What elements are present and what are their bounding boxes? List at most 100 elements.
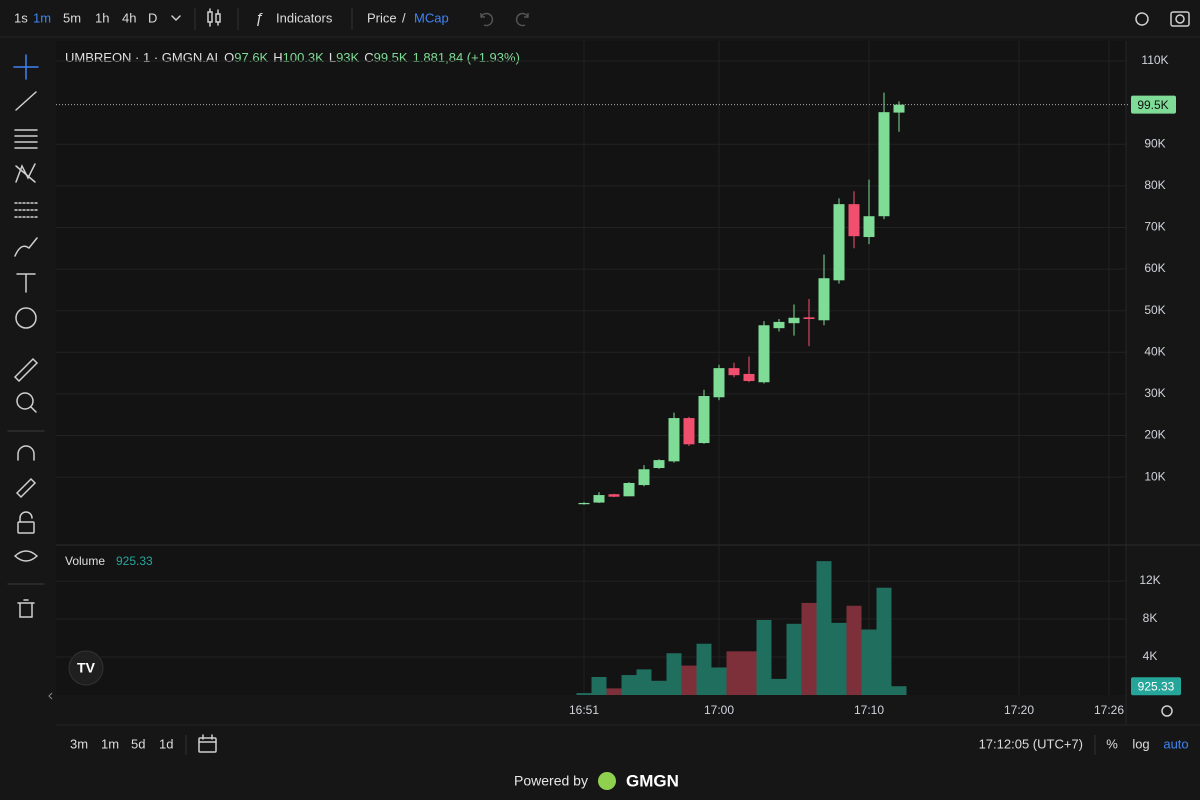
tv-logo <box>68 650 104 686</box>
mcap-toggle[interactable]: MCap <box>414 10 449 25</box>
delete-tool[interactable] <box>17 599 35 618</box>
volume-bar <box>801 602 817 695</box>
range-button[interactable]: 5d <box>131 736 145 751</box>
ohlc-value: 100.3K <box>283 50 325 65</box>
candle-body <box>713 368 725 398</box>
volume-bar <box>726 651 742 695</box>
y-tick-label: 70K <box>1144 220 1165 234</box>
candle-body <box>743 373 755 382</box>
indicators-button[interactable]: Indicators <box>276 10 333 25</box>
ohlc-legend: UMBREON · 1 · GMGN.AI O97.6K H100.3K L93K C9… <box>65 50 520 65</box>
volume-bar <box>831 622 847 695</box>
date-range-icon[interactable] <box>198 734 217 753</box>
candle-body <box>833 204 845 281</box>
interval[interactable]: 1h <box>95 10 109 25</box>
auto-toggle[interactable]: auto <box>1163 736 1188 751</box>
interval[interactable]: 5m <box>63 10 81 25</box>
powered-by: Powered by <box>514 773 588 789</box>
y-tick-label: 20K <box>1144 428 1165 442</box>
range-button[interactable]: 1m <box>101 736 119 751</box>
ruler-tool[interactable] <box>13 357 39 383</box>
interval[interactable]: 1s <box>14 10 28 25</box>
price-toggle[interactable]: Price <box>367 10 397 25</box>
volume-bar <box>666 653 682 695</box>
x-tick-label: 17:00 <box>704 703 734 717</box>
line-tool[interactable] <box>15 91 37 111</box>
camera-icon[interactable] <box>1170 11 1190 27</box>
percent-toggle[interactable]: % <box>1106 736 1118 751</box>
undo-icon[interactable] <box>480 12 494 27</box>
volume-bar <box>891 686 907 695</box>
y-tick-label: 110K <box>1141 53 1168 67</box>
candle-body <box>803 317 815 320</box>
fx-icon[interactable]: ƒ <box>255 10 263 27</box>
ohlc-key: L <box>329 50 336 65</box>
lock-draw-tool[interactable] <box>15 477 37 499</box>
symbol-title: UMBREON · 1 · GMGN.AI <box>65 50 218 65</box>
y-tick-label: 80K <box>1144 178 1165 192</box>
redo-icon[interactable] <box>515 12 529 27</box>
pattern-tool[interactable] <box>15 163 36 183</box>
last-price-box <box>1131 95 1176 114</box>
volume-bar <box>696 643 712 695</box>
volume-bar <box>636 669 652 695</box>
ohlc-value: 93K <box>336 50 359 65</box>
candle-body <box>788 317 800 324</box>
volume-title: Volume <box>65 554 105 568</box>
last-volume-label: 925.33 <box>1138 679 1175 693</box>
zoom-tool[interactable] <box>16 392 34 410</box>
y-tick-label: 50K <box>1144 303 1165 317</box>
candle-body <box>683 418 695 445</box>
range-button[interactable]: 1d <box>159 736 173 751</box>
last-price-label: 99.5K <box>1137 98 1168 112</box>
settings-icon[interactable] <box>1135 12 1149 26</box>
y-tick-label: 30K <box>1144 386 1165 400</box>
visibility-tool[interactable] <box>13 550 39 562</box>
candle-body <box>668 418 680 462</box>
text-tool[interactable] <box>16 273 36 293</box>
interval[interactable]: D <box>148 10 157 25</box>
candle-body <box>878 112 890 217</box>
volume-bar <box>681 665 697 695</box>
volume-bar <box>861 629 877 695</box>
chart-type-icon[interactable] <box>207 8 221 27</box>
candle-body <box>698 396 710 444</box>
ohlc-value: 99.5K <box>374 50 408 65</box>
interval-active[interactable]: 1m <box>33 10 51 25</box>
brush-tool[interactable] <box>14 237 38 257</box>
collapse-icon[interactable] <box>48 692 53 700</box>
ohlc-key: C <box>364 50 373 65</box>
y-tick-label: 4K <box>1143 649 1158 663</box>
volume-bar <box>621 675 637 695</box>
fib-tool[interactable] <box>14 129 38 149</box>
interval[interactable]: 4h <box>122 10 136 25</box>
candle-body <box>863 216 875 238</box>
left-toolbar <box>7 54 45 618</box>
candle-body <box>593 495 605 503</box>
volume-bar <box>816 561 832 695</box>
y-tick-label: 90K <box>1144 136 1165 150</box>
y-tick-label: 8K <box>1143 611 1158 625</box>
x-tick-label: 16:51 <box>569 703 599 717</box>
candle-body <box>728 368 740 376</box>
volume-bar <box>786 623 802 695</box>
range-button[interactable]: 3m <box>70 736 88 751</box>
axis-settings-icon[interactable] <box>1161 705 1173 717</box>
y-tick-label: 60K <box>1144 261 1165 275</box>
log-toggle[interactable]: log <box>1132 736 1149 751</box>
volume-bar <box>876 587 892 695</box>
crosshair-tool[interactable] <box>13 54 39 80</box>
emoji-tool[interactable] <box>15 307 37 329</box>
clock[interactable]: 17:12:05 (UTC+7) <box>979 736 1083 751</box>
volume-bar <box>756 620 772 695</box>
brand: GMGN <box>626 771 679 790</box>
y-tick-label: 12K <box>1139 573 1160 587</box>
candle-body <box>653 460 665 469</box>
projection-tool[interactable] <box>14 202 38 218</box>
x-tick-label: 17:26 <box>1094 703 1124 717</box>
dropdown-icon[interactable] <box>171 15 181 22</box>
magnet-tool[interactable] <box>17 445 35 461</box>
lock-tool[interactable] <box>17 521 35 534</box>
change: 1.881,84 (+1.93%) <box>413 50 520 65</box>
